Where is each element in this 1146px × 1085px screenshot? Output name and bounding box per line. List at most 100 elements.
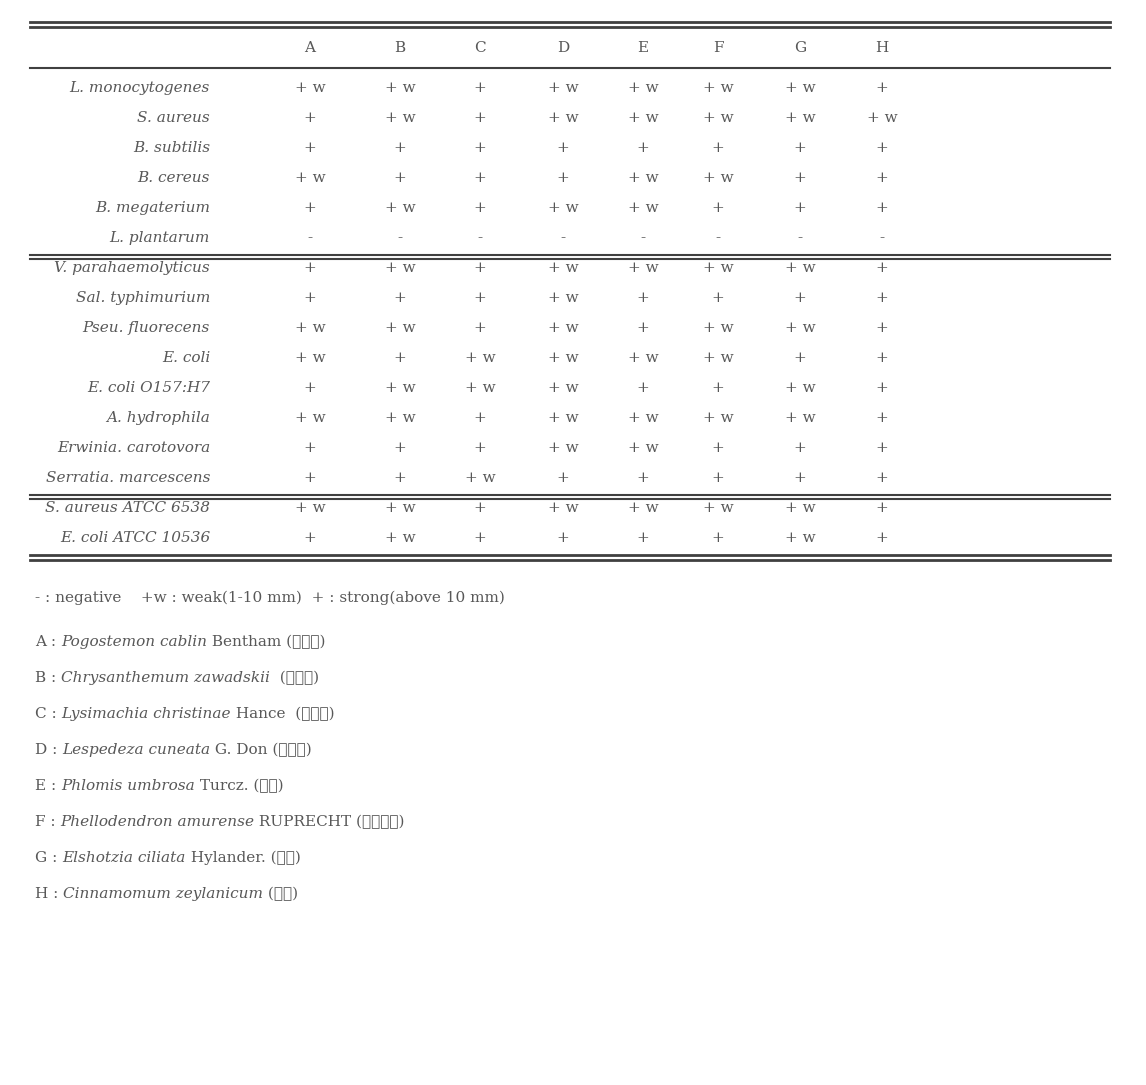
Text: -: - (715, 231, 721, 245)
Text: + w: + w (385, 531, 415, 545)
Text: + w: + w (785, 261, 815, 275)
Text: + w: + w (785, 501, 815, 515)
Text: + w: + w (464, 352, 495, 365)
Text: (계피): (계피) (264, 886, 298, 902)
Text: +: + (712, 201, 724, 215)
Text: +: + (304, 141, 316, 155)
Text: Phellodendron amurense: Phellodendron amurense (61, 815, 254, 829)
Text: +: + (304, 111, 316, 125)
Text: G :: G : (36, 851, 62, 865)
Text: F: F (713, 41, 723, 55)
Text: Sal. typhimurium: Sal. typhimurium (76, 291, 210, 305)
Text: Pogostemon cablin: Pogostemon cablin (61, 635, 207, 649)
Text: + w: + w (702, 411, 733, 425)
Text: Phlomis umbrosa: Phlomis umbrosa (61, 779, 195, 793)
Text: +: + (473, 111, 486, 125)
Text: +: + (712, 141, 724, 155)
Text: S. aureus: S. aureus (138, 111, 210, 125)
Text: + w: + w (385, 411, 415, 425)
Text: + w: + w (548, 291, 579, 305)
Text: + w: + w (628, 411, 658, 425)
Text: + w: + w (548, 111, 579, 125)
Text: E: E (637, 41, 649, 55)
Text: + w: + w (702, 111, 733, 125)
Text: F :: F : (36, 815, 61, 829)
Text: +: + (794, 471, 807, 485)
Text: B. cereus: B. cereus (138, 171, 210, 186)
Text: + w: + w (702, 171, 733, 186)
Text: + w: + w (702, 321, 733, 335)
Text: E. coli ATCC 10536: E. coli ATCC 10536 (60, 531, 210, 545)
Text: +: + (557, 531, 570, 545)
Text: + w: + w (548, 352, 579, 365)
Text: E :: E : (36, 779, 61, 793)
Text: A. hydrophila: A. hydrophila (107, 411, 210, 425)
Text: + w: + w (702, 352, 733, 365)
Text: +: + (304, 291, 316, 305)
Text: B. megaterium: B. megaterium (95, 201, 210, 215)
Text: +: + (712, 381, 724, 395)
Text: + w: + w (628, 201, 658, 215)
Text: Erwinia. carotovora: Erwinia. carotovora (57, 441, 210, 455)
Text: Chrysanthemum zawadskii: Chrysanthemum zawadskii (61, 671, 270, 685)
Text: B :: B : (36, 671, 61, 685)
Text: + w: + w (385, 111, 415, 125)
Text: - : negative    +w : weak(1-10 mm)  + : strong(above 10 mm): - : negative +w : weak(1-10 mm) + : stro… (36, 591, 505, 605)
Text: -: - (398, 231, 402, 245)
Text: + w: + w (548, 411, 579, 425)
Text: + w: + w (702, 81, 733, 95)
Text: +: + (712, 291, 724, 305)
Text: + w: + w (628, 441, 658, 455)
Text: +: + (304, 471, 316, 485)
Text: +: + (473, 171, 486, 186)
Text: +: + (304, 441, 316, 455)
Text: D :: D : (36, 743, 62, 757)
Text: L. plantarum: L. plantarum (110, 231, 210, 245)
Text: +: + (473, 291, 486, 305)
Text: +: + (876, 441, 888, 455)
Text: +: + (794, 291, 807, 305)
Text: +: + (876, 81, 888, 95)
Text: + w: + w (385, 381, 415, 395)
Text: +: + (304, 381, 316, 395)
Text: Lespedeza cuneata: Lespedeza cuneata (62, 743, 211, 757)
Text: + w: + w (548, 81, 579, 95)
Text: + w: + w (628, 352, 658, 365)
Text: -: - (798, 231, 802, 245)
Text: +: + (876, 381, 888, 395)
Text: + w: + w (295, 321, 325, 335)
Text: S. aureus ATCC 6538: S. aureus ATCC 6538 (45, 501, 210, 515)
Text: (구절초): (구절초) (270, 671, 319, 685)
Text: + w: + w (785, 411, 815, 425)
Text: +: + (557, 141, 570, 155)
Text: + w: + w (385, 261, 415, 275)
Text: G: G (794, 41, 806, 55)
Text: +: + (637, 291, 650, 305)
Text: +: + (794, 141, 807, 155)
Text: + w: + w (295, 352, 325, 365)
Text: RUPRECHT (황벽나무): RUPRECHT (황벽나무) (254, 815, 405, 829)
Text: + w: + w (785, 531, 815, 545)
Text: +: + (473, 501, 486, 515)
Text: + w: + w (295, 411, 325, 425)
Text: +: + (557, 171, 570, 186)
Text: +: + (557, 471, 570, 485)
Text: +: + (473, 81, 486, 95)
Text: + w: + w (702, 261, 733, 275)
Text: + w: + w (628, 261, 658, 275)
Text: + w: + w (548, 501, 579, 515)
Text: D: D (557, 41, 570, 55)
Text: Pseu. fluorecens: Pseu. fluorecens (83, 321, 210, 335)
Text: E. coli O157:H7: E. coli O157:H7 (87, 381, 210, 395)
Text: +: + (473, 411, 486, 425)
Text: +: + (794, 441, 807, 455)
Text: + w: + w (548, 441, 579, 455)
Text: +: + (876, 531, 888, 545)
Text: +: + (473, 321, 486, 335)
Text: + w: + w (548, 261, 579, 275)
Text: C :: C : (36, 707, 62, 722)
Text: + w: + w (785, 111, 815, 125)
Text: +: + (712, 531, 724, 545)
Text: + w: + w (464, 381, 495, 395)
Text: +: + (393, 291, 407, 305)
